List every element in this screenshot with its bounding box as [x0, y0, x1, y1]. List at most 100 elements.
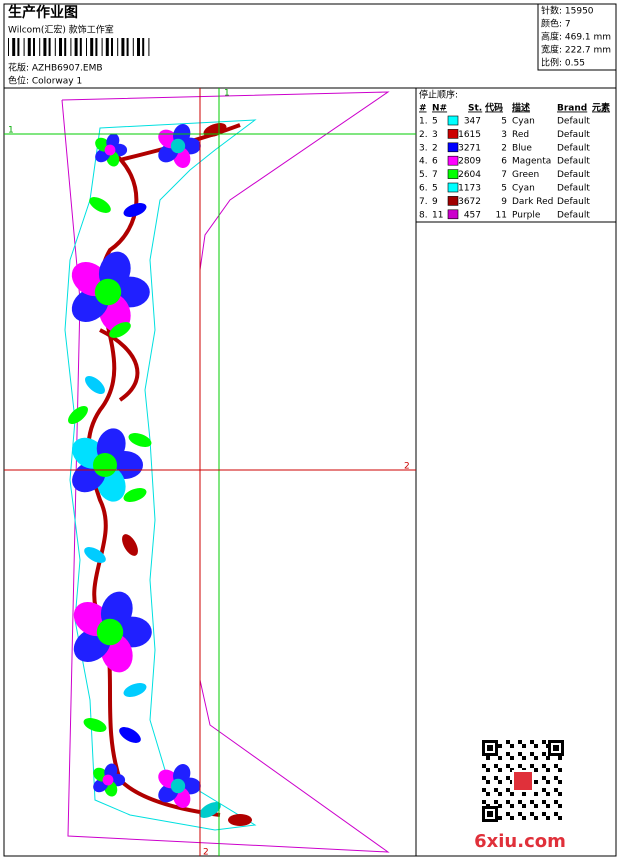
- desc: Green: [512, 170, 539, 180]
- qr-cell: [530, 752, 534, 756]
- needle: 5: [432, 184, 438, 194]
- qr-cell: [498, 792, 502, 796]
- bar-stripe: [33, 38, 35, 56]
- brand: Default: [557, 130, 590, 140]
- embroidery: [68, 123, 252, 826]
- seq: 4.: [419, 157, 428, 167]
- qr-cell: [546, 756, 550, 760]
- qr-cell: [542, 788, 546, 792]
- qr-cell: [498, 816, 502, 820]
- info-line: 高度: 469.1 mm: [541, 31, 611, 43]
- bar-stripe: [39, 38, 41, 56]
- leaf: [109, 322, 131, 338]
- seq: 1.: [419, 117, 428, 127]
- bar-stripe: [74, 38, 78, 56]
- brand: Default: [557, 184, 590, 194]
- code: 11: [496, 210, 507, 220]
- bar-stripe: [79, 38, 82, 56]
- qr-cell: [494, 764, 498, 768]
- qr-cell: [506, 776, 510, 780]
- stitches: 3271: [458, 143, 481, 153]
- qr-cell: [534, 780, 538, 784]
- info-box: [537, 3, 617, 71]
- bar-stripe: [142, 38, 145, 56]
- desc: Dark Red: [512, 197, 553, 207]
- leaf: [68, 406, 88, 424]
- qr-code: [480, 738, 566, 824]
- guide-label: 1: [224, 89, 230, 99]
- qr-cell: [534, 756, 538, 760]
- seq: 3.: [419, 143, 428, 153]
- bar-stripe: [43, 38, 47, 56]
- qr-cell: [518, 752, 522, 756]
- qr-cell: [486, 768, 490, 772]
- bar-stripe: [64, 38, 67, 56]
- brand: Default: [557, 170, 590, 180]
- bar-stripe: [137, 38, 140, 56]
- leaf: [89, 197, 111, 213]
- leaf: [83, 718, 107, 732]
- qr-cell: [506, 752, 510, 756]
- needle: 3: [432, 130, 438, 140]
- info-line: 宽度: 222.7 mm: [541, 44, 611, 56]
- stitches: 2809: [458, 157, 481, 167]
- column-header: 代码: [484, 102, 503, 114]
- qr-cell: [530, 812, 534, 816]
- bar-stripe: [23, 38, 25, 56]
- column-header: #: [419, 104, 427, 114]
- bar-stripe: [59, 38, 62, 56]
- qr-cell: [542, 800, 546, 804]
- leaf: [85, 376, 105, 394]
- qr-cell: [558, 756, 562, 760]
- needle: 9: [432, 197, 438, 207]
- table-title: 停止顺序:: [419, 89, 458, 101]
- swatch: [447, 129, 459, 139]
- qr-cell: [554, 800, 558, 804]
- qr-cell: [482, 788, 486, 792]
- bar-stripe: [126, 38, 129, 56]
- swatch: [447, 155, 459, 166]
- swatch: [447, 169, 459, 179]
- bar-stripe: [132, 38, 134, 56]
- desc: Purple: [512, 210, 541, 220]
- bar-stripe: [95, 38, 98, 56]
- qr-cell: [510, 816, 514, 820]
- qr-cell: [554, 812, 558, 816]
- qr-finder: [553, 745, 559, 751]
- stitches: 1173: [458, 184, 481, 194]
- leaf: [203, 123, 227, 137]
- stitches: 457: [464, 210, 481, 220]
- qr-cell: [498, 804, 502, 808]
- bar-stripe: [101, 38, 103, 56]
- guide-label: 2: [203, 848, 209, 858]
- code: 5: [501, 117, 507, 127]
- qr-cell: [554, 764, 558, 768]
- needle: 2: [432, 143, 438, 153]
- bar-stripe: [12, 38, 16, 56]
- qr-cell: [530, 800, 534, 804]
- qr-cell: [522, 744, 526, 748]
- needle: 7: [432, 170, 438, 180]
- swatch: [447, 209, 459, 220]
- bar-stripe: [90, 38, 94, 56]
- qr-cell: [558, 792, 562, 796]
- bar-stripe: [86, 38, 87, 56]
- design: 花版: AZHB6907.EMB: [8, 62, 103, 74]
- stitches: 2604: [458, 170, 481, 180]
- guide-label: 1: [8, 126, 14, 136]
- watermark: 6xiu.com: [474, 831, 566, 852]
- qr-cell: [546, 768, 550, 772]
- seq: 6.: [419, 184, 428, 194]
- desc: Red: [512, 130, 529, 140]
- qr-cell: [486, 792, 490, 796]
- qr-cell: [522, 816, 526, 820]
- qr-cell: [482, 764, 486, 768]
- seq: 7.: [419, 197, 428, 207]
- qr-cell: [522, 792, 526, 796]
- bar-stripe: [121, 38, 125, 56]
- qr-cell: [518, 800, 522, 804]
- column-header: 元素: [592, 102, 610, 114]
- leaf: [128, 433, 152, 447]
- qr-cell: [482, 776, 486, 780]
- leaf: [119, 727, 141, 743]
